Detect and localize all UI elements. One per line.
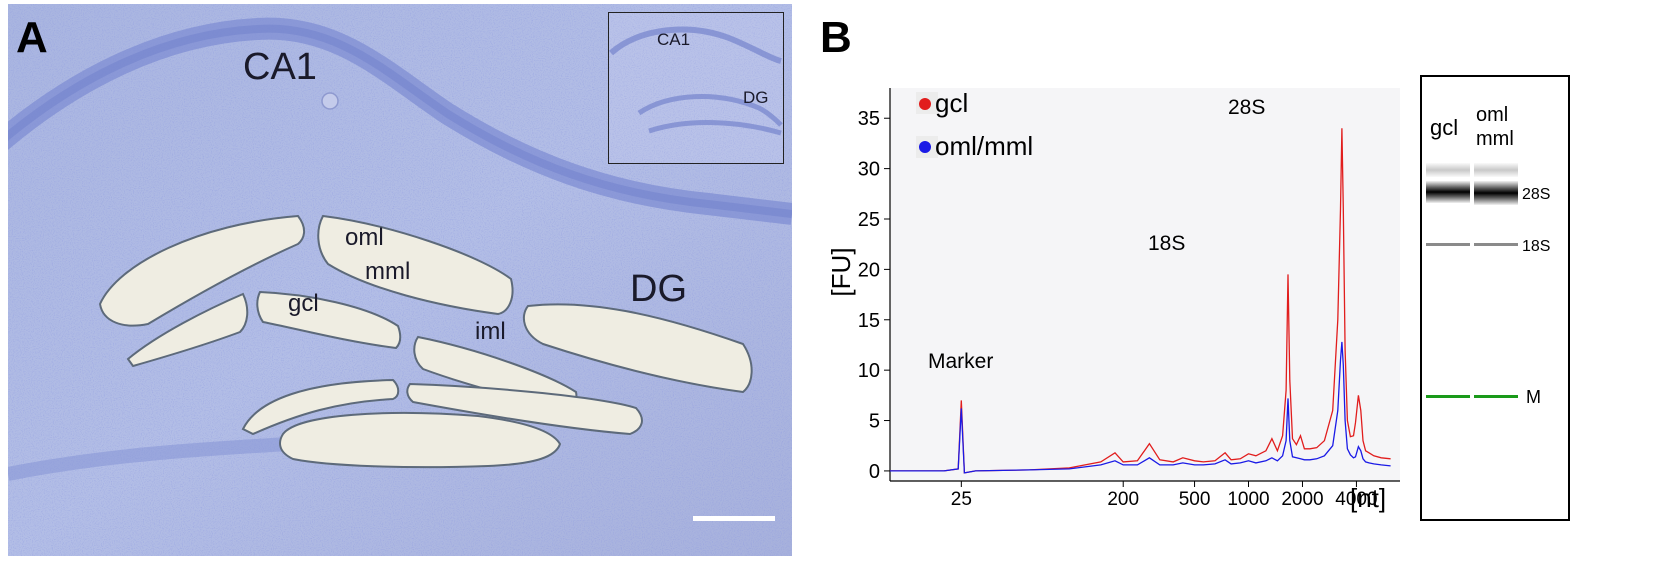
y-tick-label: 25 <box>858 209 880 231</box>
gel-band-marker-lane2 <box>1474 395 1518 398</box>
y-tick-label: 20 <box>858 259 880 281</box>
gel-band-label-18s: 18S <box>1522 238 1550 255</box>
gel-lane-label-gcl: gcl <box>1430 115 1458 140</box>
plot-area <box>890 88 1400 481</box>
iml-label: iml <box>475 318 506 345</box>
dissected-regions <box>98 214 753 469</box>
virtual-gel: gcl oml mml 28S 18S M <box>1420 75 1570 521</box>
electropherogram-chart: 0 5 10 15 20 25 30 35 25 200 500 1000 2000 4000 [FU]… <box>826 88 1400 513</box>
gel-band-18s-lane2 <box>1474 243 1518 246</box>
gel-band-label-28s: 28S <box>1522 186 1550 203</box>
x-tick-label: 1000 <box>1227 489 1269 510</box>
oml-label: oml <box>345 224 384 251</box>
legend-label-gcl: gcl <box>935 88 968 118</box>
panel-a-label: A <box>16 13 48 62</box>
mml-label: mml <box>365 258 411 285</box>
x-tick-label: 25 <box>951 489 972 510</box>
dg-label: DG <box>630 268 687 310</box>
y-tick-label: 10 <box>858 360 880 382</box>
gel-lane-label-oml: oml <box>1476 104 1508 126</box>
x-tick-label: 500 <box>1179 489 1211 510</box>
panel-b-label: B <box>820 13 852 62</box>
gcl-label: gcl <box>288 290 319 317</box>
ca1-label: CA1 <box>243 46 317 88</box>
marker-annotation: Marker <box>928 350 993 373</box>
gel-band-top-lane1 <box>1426 163 1470 177</box>
scale-bar <box>693 516 775 521</box>
28s-annotation: 28S <box>1228 96 1265 119</box>
series-line-oml-mml <box>890 341 1391 474</box>
x-tick-label: 4000 <box>1335 489 1377 510</box>
gel-band-28s-lane1 <box>1426 181 1470 203</box>
inset-dg-label: DG <box>743 88 769 107</box>
x-tick-label: 2000 <box>1281 489 1323 510</box>
gel-band-18s-lane1 <box>1426 243 1470 246</box>
x-axis-label: [nt] <box>1350 483 1386 513</box>
legend-marker-gcl <box>919 98 931 110</box>
gel-band-28s-lane2 <box>1474 181 1518 205</box>
y-axis-label: [FU] <box>826 247 856 296</box>
legend-marker-oml-mml <box>919 141 931 153</box>
legend-label-oml-mml: oml/mml <box>935 131 1033 161</box>
y-tick-label: 5 <box>869 411 880 433</box>
y-tick-label: 30 <box>858 159 880 181</box>
y-tick-label: 35 <box>858 108 880 130</box>
y-tick-label: 15 <box>858 310 880 332</box>
inset-ca1-label: CA1 <box>657 30 691 49</box>
series-line-gcl <box>890 128 1391 474</box>
gel-band-label-marker: M <box>1526 387 1541 407</box>
18s-annotation: 18S <box>1148 232 1185 255</box>
gel-band-marker-lane1 <box>1426 395 1470 398</box>
gel-lane-label-mml: mml <box>1476 128 1514 150</box>
panel-a-micrograph: CA1 DG oml mml gcl iml CA1 DG <box>8 4 792 556</box>
x-tick-label: 200 <box>1107 489 1139 510</box>
y-tick-label: 0 <box>869 461 880 483</box>
overview-inset: CA1 DG <box>608 12 784 164</box>
gel-band-top-lane2 <box>1474 163 1518 177</box>
panel-b-electropherogram: B 0 5 10 15 20 25 30 35 25 200 500 1000 2000 4000 [F… <box>820 0 1654 561</box>
legend: gcl oml/mml <box>916 88 1033 161</box>
